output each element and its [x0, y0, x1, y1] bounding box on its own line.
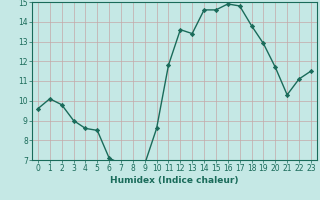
- X-axis label: Humidex (Indice chaleur): Humidex (Indice chaleur): [110, 176, 239, 185]
